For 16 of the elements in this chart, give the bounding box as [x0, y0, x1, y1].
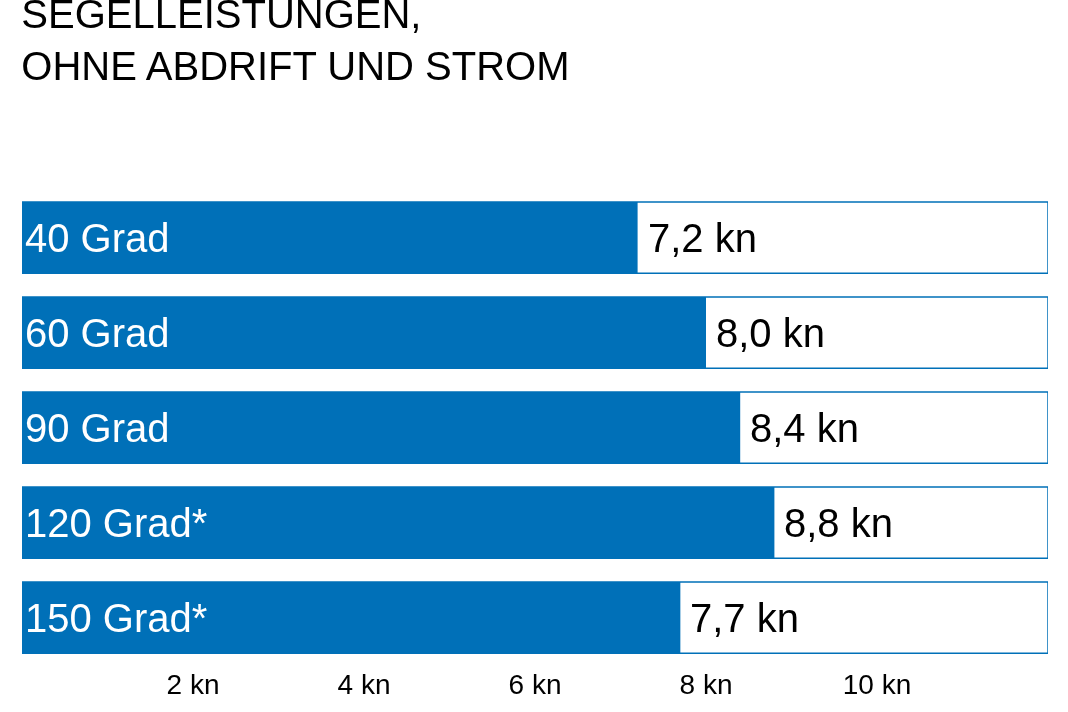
x-tick-label: 8 kn: [679, 669, 733, 700]
chart-title: SEGELLEISTUNGEN, OHNE ABDRIFT UND STROM: [21, 0, 570, 89]
y-tick-label: 40 Grad: [25, 215, 170, 260]
x-tick-label: 6 kn: [508, 669, 562, 700]
x-tick-label: 2 kn: [166, 669, 220, 700]
x-tick-label: 10 kn: [842, 669, 912, 700]
y-tick-label: 150 Grad*: [25, 595, 208, 640]
y-tick-label: 120 Grad*: [25, 500, 208, 545]
data-label: 7,7 kn: [690, 596, 799, 640]
data-label: 8,8 kn: [784, 501, 893, 545]
y-tick-label: 90 Grad: [25, 405, 170, 450]
data-label: 7,2 kn: [648, 216, 757, 260]
data-label: 8,4 kn: [750, 406, 859, 450]
data-label: 8,0 kn: [716, 311, 825, 355]
y-tick-label: 60 Grad: [25, 310, 170, 355]
x-tick-label: 4 kn: [337, 669, 391, 700]
